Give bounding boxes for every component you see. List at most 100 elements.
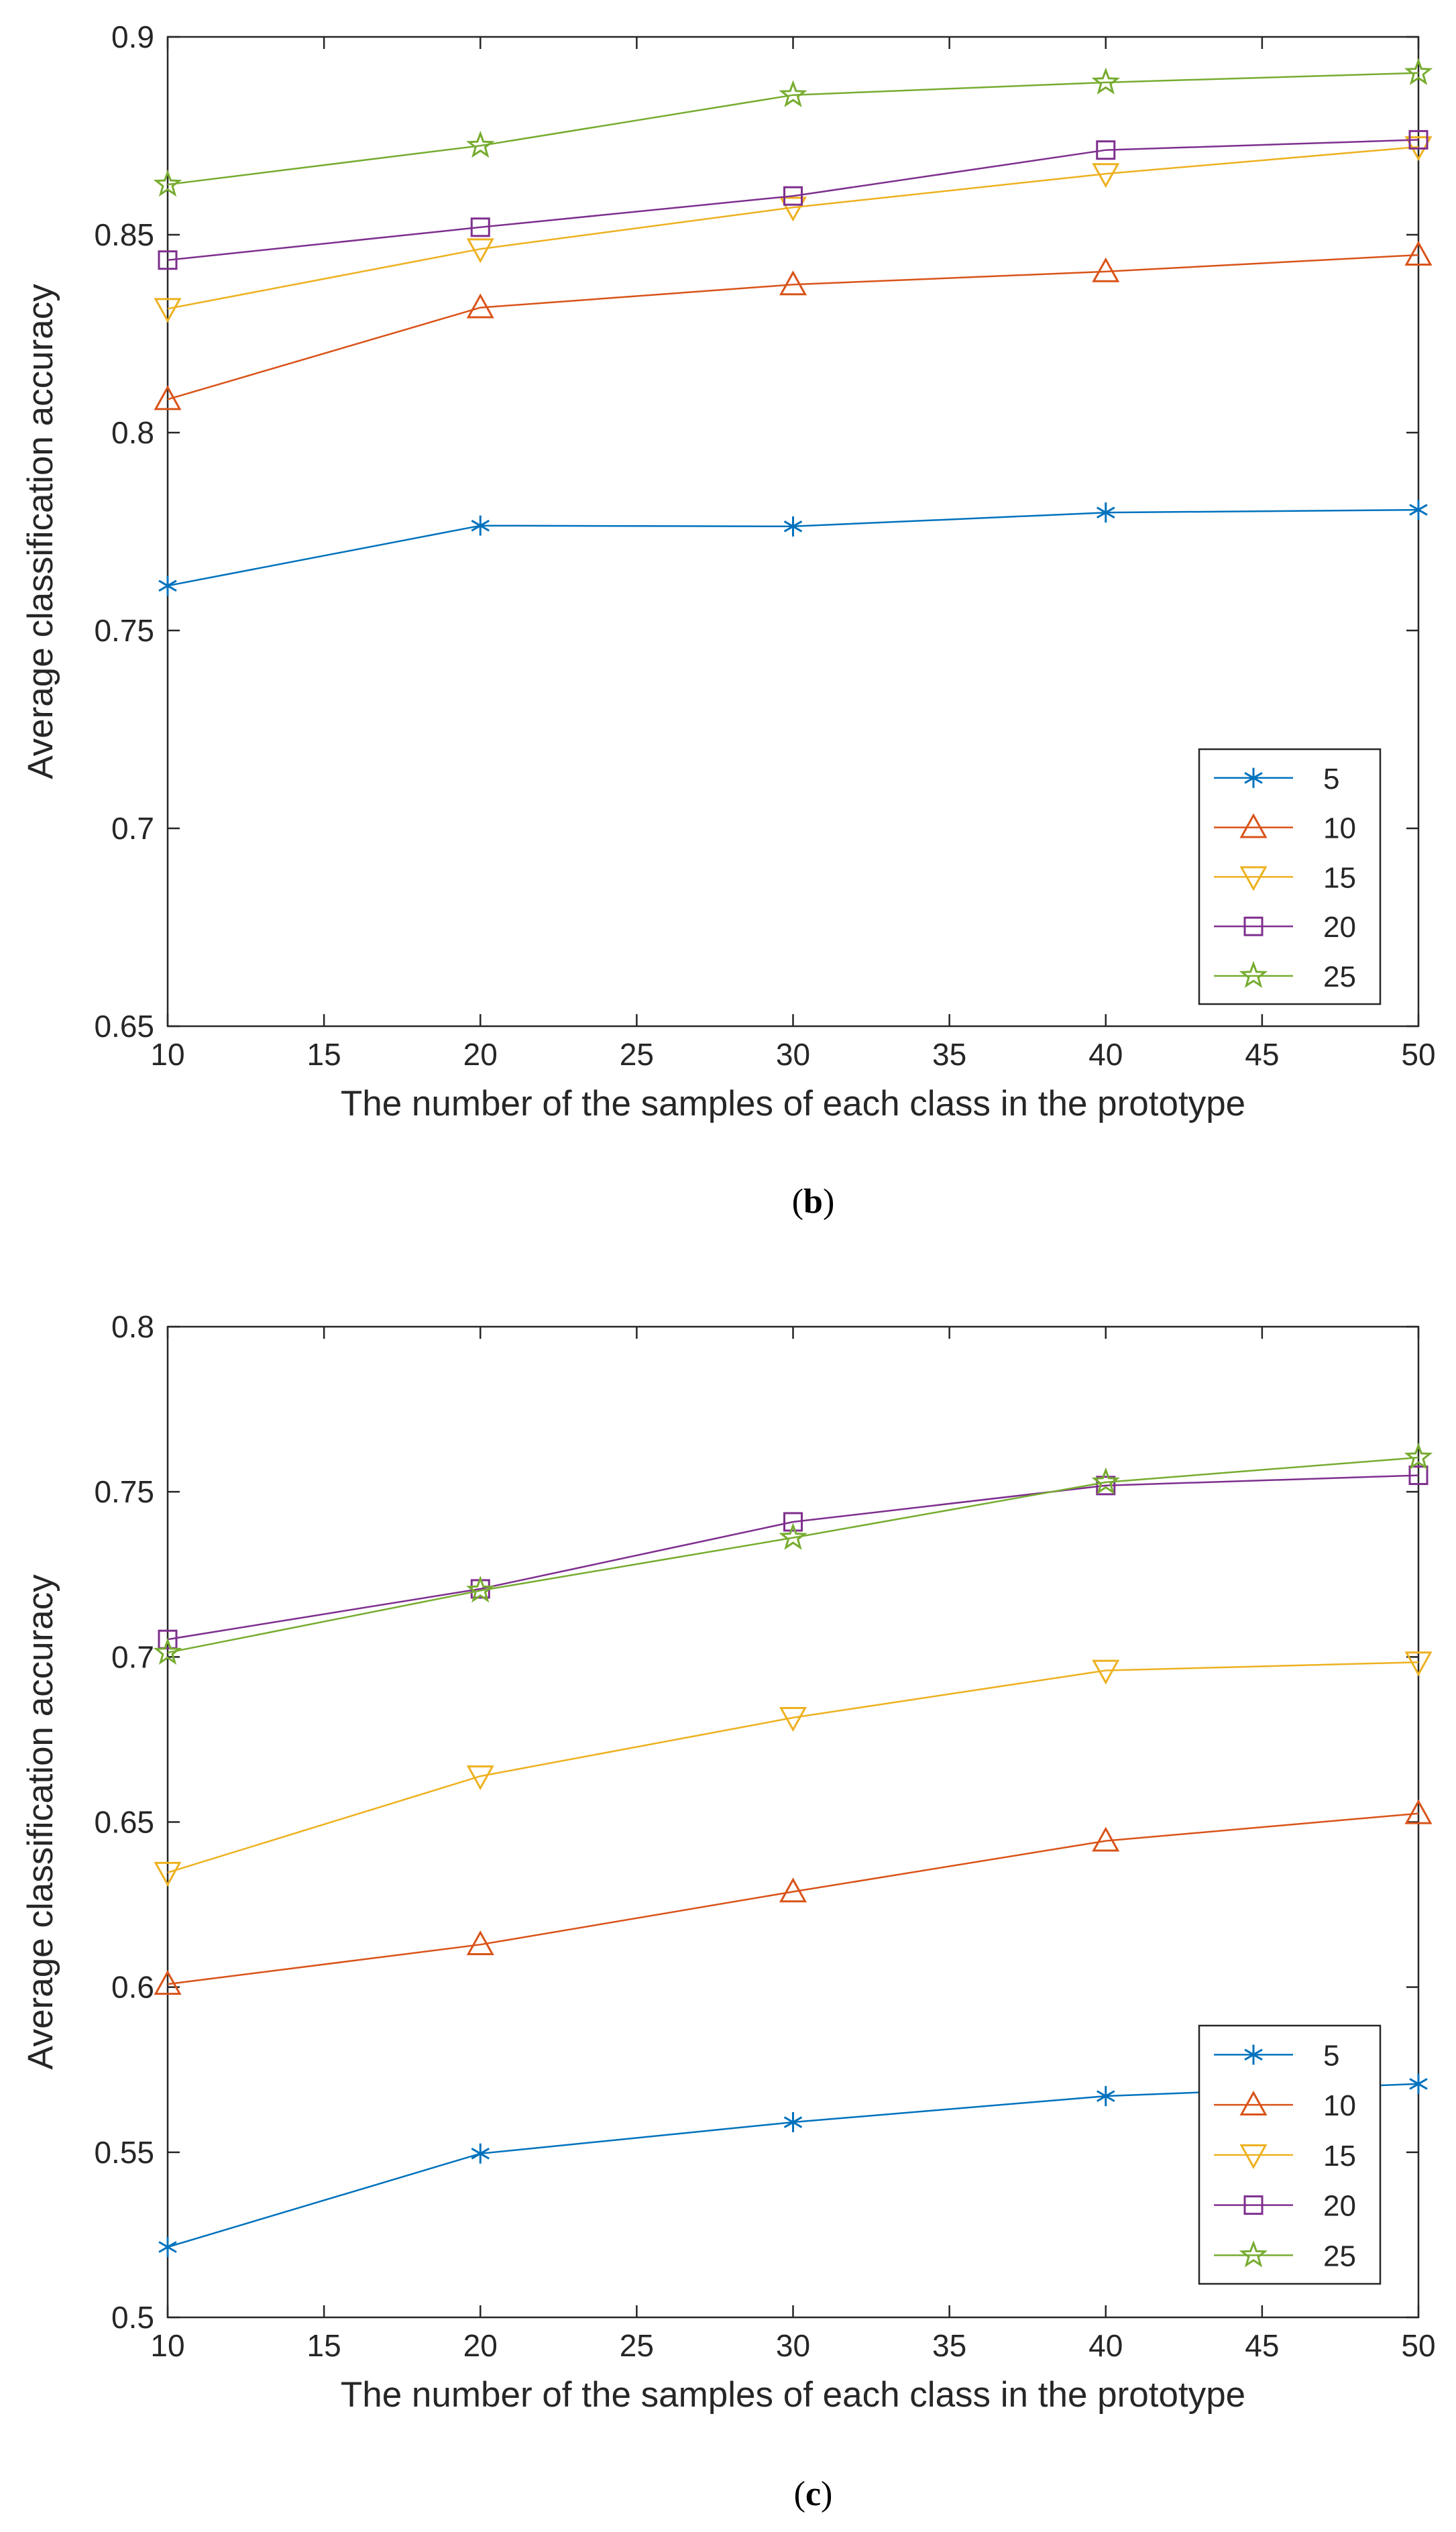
legend-label: 5 [1323,763,1339,795]
x-tick-label: 25 [620,1037,654,1072]
data-point [1409,2073,1428,2094]
series-line [167,1812,1419,1985]
data-point [154,298,182,323]
data-point [1091,67,1121,95]
series-15 [154,1651,1433,1887]
data-point [471,515,490,536]
y-tick-label: 0.65 [94,1805,154,1840]
data-point [1092,257,1120,282]
x-tick-label: 15 [307,2328,341,2363]
y-tick-label: 0.75 [94,1474,154,1509]
data-point [1092,1826,1120,1852]
data-point [779,1523,807,1550]
legend-label: 25 [1323,2240,1356,2272]
x-tick-label: 25 [620,2328,654,2363]
y-tick-label: 0.85 [94,217,154,252]
data-point [779,270,807,296]
data-point [1408,129,1429,150]
data-point [154,1861,182,1887]
data-point [1091,1467,1121,1495]
data-point [471,2143,490,2164]
series-line [167,1456,1419,1654]
data-point [1096,1476,1116,1496]
legend-label: 25 [1323,960,1356,993]
series-10 [154,241,1433,410]
legend: 5 10 15 20 25 [1198,2024,1382,2285]
legend-entry: 20 [1214,911,1356,944]
legend-marker [1243,2195,1264,2215]
data-point [1408,1466,1429,1486]
legend-marker [1239,2240,1268,2268]
data-point [1404,241,1433,266]
data-point [779,197,807,222]
legend-label: 5 [1323,2039,1339,2072]
x-tick-label: 10 [150,2328,184,2363]
series-line [167,1661,1419,1873]
legend-label: 15 [1323,861,1356,894]
legend-marker [1244,767,1263,788]
series-line [167,139,1419,262]
panel-caption: (c) [794,2475,833,2513]
x-tick-label: 15 [307,1037,341,1072]
data-point [466,1930,494,1956]
data-point [783,1512,803,1532]
series-line [167,254,1419,400]
y-tick-label: 0.9 [111,19,154,54]
data-point [1404,58,1433,85]
data-point [153,1637,182,1665]
series-25 [153,58,1433,197]
chart-panel-c: 10 15 20 25 30 35 40 45 50 0.5 0.55 0.6 0.65 0.7 0.75 0… [21,1309,1436,2513]
data-point [158,250,178,270]
legend-label: 15 [1323,2140,1356,2172]
series-10 [154,1799,1433,1995]
y-tick-label: 0.75 [94,613,154,648]
legend-entry: 10 [1214,812,1356,845]
x-axis-label: The number of the samples of each class … [341,1084,1245,1123]
data-point [1097,502,1115,523]
x-tick-label: 40 [1088,2328,1123,2363]
x-tick-label: 30 [776,1037,810,1072]
data-point [158,2237,177,2258]
x-axis-label: The number of the samples of each class … [341,2375,1245,2415]
y-tick-label: 0.7 [111,1639,154,1674]
y-tick-label: 0.7 [111,811,154,846]
y-tick-label: 0.8 [111,1309,154,1344]
x-tick-label: 35 [932,1037,966,1072]
y-tick-label: 0.65 [94,1009,154,1044]
legend-entry: 10 [1214,2089,1356,2122]
data-point [470,217,490,237]
panel-caption: (b) [792,1182,835,1221]
data-point [783,2112,803,2133]
x-tick-label: 45 [1245,2328,1279,2363]
x-tick-label: 30 [776,2328,810,2363]
legend-marker [1243,916,1264,936]
legend-entry: 25 [1214,2240,1356,2272]
data-point [1097,2086,1115,2107]
series-25 [153,1442,1433,1665]
x-tick-label: 35 [932,2328,966,2363]
legend-marker [1239,2144,1268,2169]
data-point [466,1765,494,1791]
data-point [783,516,803,537]
legend-marker [1239,866,1268,891]
legend: 5 10 15 20 25 [1198,748,1382,1005]
legend-marker [1239,960,1268,989]
data-point [153,169,182,197]
legend-entry: 5 [1214,763,1339,795]
x-tick-label: 45 [1245,1037,1279,1072]
data-point [465,130,495,158]
x-tick-label: 10 [150,1037,184,1072]
x-tick-label: 20 [463,2328,498,2363]
data-point [783,186,803,206]
data-point [465,1576,495,1603]
legend-entry: 25 [1214,960,1356,993]
x-tick-label: 20 [463,1037,498,1072]
data-point [1409,500,1428,520]
data-point [1404,1799,1433,1824]
data-point [466,238,494,264]
y-axis-label: Average classification accuracy [21,284,60,779]
y-tick-label: 0.55 [94,2135,154,2170]
legend-entry: 15 [1214,861,1356,894]
legend-marker [1244,2044,1263,2065]
